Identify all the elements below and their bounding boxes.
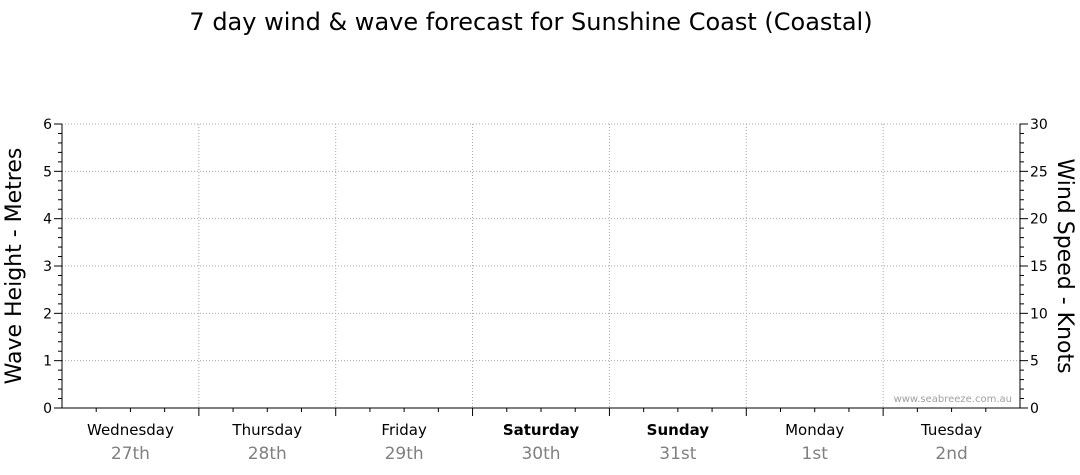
x-date-label: 29th — [385, 444, 424, 464]
x-day-label: Sunday — [647, 421, 710, 439]
y-left-tick-label: 6 — [43, 117, 52, 133]
y-left-tick-label: 2 — [43, 306, 52, 322]
credit-text: www.seabreeze.com.au — [894, 394, 1012, 405]
y-right-tick-label: 15 — [1030, 259, 1048, 275]
y-left-tick-label: 4 — [43, 212, 52, 228]
y-right-tick-label: 5 — [1030, 354, 1039, 370]
x-date-label: 27th — [111, 444, 150, 464]
y-right-tick-label: 25 — [1030, 164, 1048, 180]
x-day-label: Saturday — [503, 421, 580, 439]
x-date-label: 30th — [521, 444, 560, 464]
y-right-tick-label: 20 — [1030, 212, 1048, 228]
x-day-label: Monday — [785, 421, 844, 439]
y-left-tick-label: 5 — [43, 164, 52, 180]
y-left-tick-label: 3 — [43, 259, 52, 275]
x-date-label: 28th — [248, 444, 287, 464]
y-right-tick-label: 30 — [1030, 117, 1048, 133]
y-axis-right-title: Wind Speed - Knots — [1052, 158, 1077, 373]
x-day-label: Thursday — [231, 421, 302, 439]
x-date-label: 1st — [802, 444, 829, 464]
axis-layer — [54, 123, 1028, 416]
x-date-label: 31st — [659, 444, 696, 464]
y-right-tick-label: 10 — [1030, 306, 1048, 322]
y-axis-left-title: Wave Height - Metres — [2, 148, 27, 385]
y-left-tick-label: 1 — [43, 354, 52, 370]
x-day-label: Wednesday — [87, 421, 174, 439]
grid-layer — [62, 123, 1020, 408]
y-left-tick-label: 0 — [43, 401, 52, 417]
chart-title: 7 day wind & wave forecast for Sunshine … — [189, 8, 872, 36]
y-right-tick-label: 0 — [1030, 401, 1039, 417]
x-day-label: Friday — [381, 421, 427, 439]
x-day-label: Tuesday — [920, 421, 982, 439]
x-date-label: 2nd — [935, 444, 967, 464]
label-layer: 0 1 2 3 4 5 6 0 5 10 15 20 25 30 Wednesday 27th Thursday… — [43, 117, 1048, 464]
